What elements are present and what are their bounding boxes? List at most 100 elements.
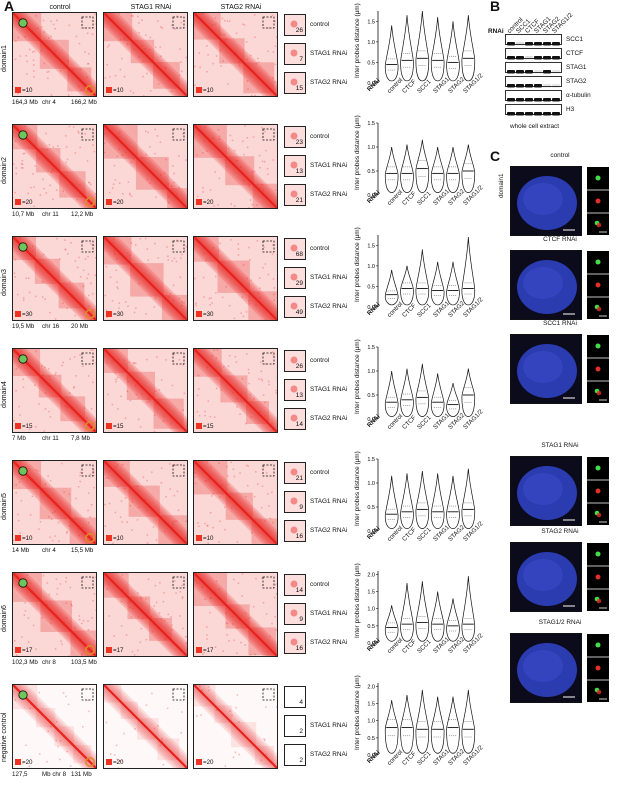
hic-map xyxy=(12,236,97,321)
violin-shape xyxy=(461,368,476,417)
orange-anchor-icon xyxy=(85,197,96,208)
wb-band xyxy=(525,84,533,88)
green-anchor-icon xyxy=(18,466,28,476)
y-axis-label: Inter probes distance (µm) xyxy=(354,339,361,414)
green-anchor-icon xyxy=(18,578,28,588)
scale-badge: =17 xyxy=(196,647,214,654)
violin-shape xyxy=(384,475,399,529)
scale-value: =20 xyxy=(203,759,214,766)
panel-letter-a: A xyxy=(4,0,15,14)
row-label: domain2 xyxy=(1,157,8,184)
violin-shape xyxy=(461,576,476,642)
y-tick-label: 0.5 xyxy=(367,505,375,511)
wb-band-row xyxy=(505,48,562,60)
wb-band-row xyxy=(505,90,562,102)
col-header-control: control xyxy=(49,4,71,11)
zoom-inset: 15 xyxy=(284,72,306,94)
violin-shape xyxy=(446,696,460,754)
hic-map xyxy=(12,348,97,433)
hic-map xyxy=(193,12,278,97)
cell-title: STAG1/2 RNAi xyxy=(538,619,582,626)
row-label: domain5 xyxy=(1,493,8,520)
wb-band-row xyxy=(505,62,562,74)
nucleus-image xyxy=(510,456,582,526)
row-label: domain4 xyxy=(1,381,8,408)
nucleus-image xyxy=(510,250,582,320)
y-tick-label: 0.0 xyxy=(367,305,375,310)
scale-square-icon xyxy=(15,423,21,429)
orange-anchor-icon xyxy=(85,85,96,96)
scale-badge: =15 xyxy=(15,423,33,430)
nucleus-image xyxy=(510,633,582,703)
cell-title: STAG2 RNAi xyxy=(541,528,579,535)
coord-chr: chr 16 xyxy=(42,323,60,330)
y-tick-label: 2.0 xyxy=(367,684,375,690)
zoom-label: control xyxy=(310,245,330,252)
zoom-count: 23 xyxy=(295,139,303,146)
scale-value: =17 xyxy=(22,647,33,654)
col-header-stag2: STAG2 RNAi xyxy=(220,4,262,11)
y-tick-label: 1.5 xyxy=(367,457,375,463)
wb-band xyxy=(543,70,551,74)
y-tick-label: 0.5 xyxy=(367,393,375,399)
orange-anchor-icon xyxy=(85,533,96,544)
scale-value: =10 xyxy=(113,87,124,94)
scale-square-icon xyxy=(106,647,112,653)
scale-badge: =10 xyxy=(15,87,33,94)
zoom-label: STAG2 RNAi xyxy=(310,79,348,86)
zoom-label: STAG1 RNAi xyxy=(310,274,348,281)
zoom-label: control xyxy=(310,357,330,364)
wb-band xyxy=(543,56,551,60)
hic-map xyxy=(193,348,278,433)
zoom-label: STAG1 RNAi xyxy=(310,610,348,617)
coord-chr: chr 4 xyxy=(42,99,56,106)
zoom-label: STAG2 RNAi xyxy=(310,303,348,310)
wb-band-row xyxy=(505,104,562,116)
scale-badge: =30 xyxy=(15,311,33,318)
panel-letter-c: C xyxy=(490,148,501,164)
y-tick-label: 1.5 xyxy=(367,121,375,127)
coord-end: 20 Mb xyxy=(71,323,89,330)
wb-band xyxy=(534,56,542,60)
hic-map xyxy=(103,236,188,321)
wb-band xyxy=(534,70,542,74)
y-tick-label: 0.0 xyxy=(367,81,375,86)
y-tick-label: 1.0 xyxy=(367,481,375,487)
violin-shape xyxy=(415,581,430,642)
zoom-count: 15 xyxy=(295,85,303,92)
wb-band-label: STAG2 xyxy=(566,78,587,85)
scale-square-icon xyxy=(196,535,202,541)
zoom-label: STAG2 RNAi xyxy=(310,751,348,758)
scale-square-icon xyxy=(196,87,202,93)
wb-band-label: CTCF xyxy=(566,50,584,57)
scale-badge: =17 xyxy=(106,647,124,654)
cell-title: CTCF RNAi xyxy=(543,236,577,243)
scale-badge: =10 xyxy=(15,535,33,542)
coord-end: 7,8 Mb xyxy=(71,435,90,442)
violin-shape xyxy=(446,475,460,529)
panel-c-row-label: domain1 xyxy=(498,173,505,198)
coord-chr: chr 8 xyxy=(42,659,56,666)
hic-map xyxy=(103,572,188,657)
scale-badge: =10 xyxy=(106,535,124,542)
violin-shape xyxy=(430,146,445,193)
zoom-count: 4 xyxy=(299,699,303,706)
row-label: negative control xyxy=(1,712,8,762)
violin-shape xyxy=(400,582,414,642)
zoom-count: 26 xyxy=(295,363,303,370)
scale-value: =17 xyxy=(203,647,214,654)
scale-value: =30 xyxy=(22,311,33,318)
coord-start: 164,3 Mb xyxy=(12,99,38,106)
violin-shape xyxy=(430,373,445,417)
zoom-count: 13 xyxy=(295,392,303,399)
fish-inset-strip xyxy=(586,542,610,612)
zoom-count: 2 xyxy=(299,757,303,764)
scale-value: =20 xyxy=(113,759,124,766)
scale-value: =15 xyxy=(22,423,33,430)
cell-title: SCC1 RNAi xyxy=(543,320,577,327)
wb-band xyxy=(516,56,524,60)
scale-square-icon xyxy=(196,647,202,653)
scale-square-icon xyxy=(106,759,112,765)
wb-band-row xyxy=(505,34,562,46)
y-tick-label: 0.0 xyxy=(367,753,375,758)
